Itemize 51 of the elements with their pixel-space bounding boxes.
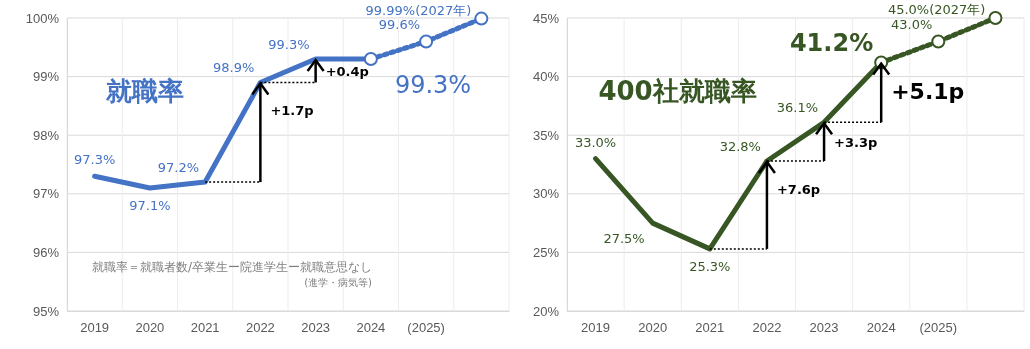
x-tick-label: (2025) <box>919 320 958 336</box>
data-label: 45.0%(2027年) <box>887 2 986 17</box>
y-tick-label: 100% <box>25 10 60 26</box>
annotation: (進学・病気等) <box>304 277 373 288</box>
y-tick-label: 99% <box>32 69 60 85</box>
data-label: 99.3% <box>268 37 310 53</box>
y-tick-label: 30% <box>532 186 560 202</box>
text: 就職率 <box>104 76 184 107</box>
x-tick-label: 2021 <box>695 320 725 336</box>
x-tick-label: 2022 <box>752 320 782 336</box>
annotation: 就職率＝就職者数/卒業生ー院進学生ー就職意思なし <box>92 260 373 274</box>
y-tick-label: 25% <box>532 245 560 261</box>
x-tick-label: 2020 <box>135 320 165 336</box>
data-label: 99.99%(2027年) <box>365 2 472 18</box>
y-tick-label: 98% <box>32 127 60 143</box>
data-label: 98.9% <box>213 60 255 76</box>
y-tick-label: 45% <box>532 10 560 26</box>
x-tick-label: 2020 <box>638 320 668 336</box>
data-label: 36.1% <box>776 100 819 116</box>
annotation: +1.7p <box>270 103 314 119</box>
data-label: 27.5% <box>603 231 645 247</box>
data-label: 97.2% <box>157 160 200 176</box>
data-label: 97.1% <box>129 197 171 213</box>
data-label: 43.0% <box>891 17 933 33</box>
data-label: 25.3% <box>689 258 731 274</box>
annotation: +3.3p <box>834 134 878 150</box>
data-label: 99.6% <box>378 17 421 33</box>
y-tick-label: 20% <box>532 303 560 319</box>
data-label: 32.8% <box>719 138 761 154</box>
y-tick-label: 95% <box>32 303 60 319</box>
x-tick-label: 2023 <box>809 320 839 336</box>
x-tick-label: 2019 <box>581 320 611 336</box>
x-tick-label: 2024 <box>866 320 896 336</box>
data-label: 33.0% <box>574 134 617 150</box>
annotation: +5.1p <box>891 78 965 104</box>
x-tick-label: 2022 <box>245 320 275 336</box>
x-tick-label: 2024 <box>356 320 386 336</box>
text: 400社就職率 <box>598 76 757 107</box>
y-tick-label: 40% <box>532 69 560 85</box>
data-label: 99.3% <box>394 71 472 100</box>
x-tick-label: 2019 <box>80 320 110 336</box>
x-tick-label: 2021 <box>190 320 220 336</box>
y-tick-label: 35% <box>532 127 560 143</box>
x-tick-label: (2025) <box>407 320 445 336</box>
y-tick-label: 96% <box>32 245 60 261</box>
x-tick-label: 2023 <box>301 320 331 336</box>
data-label: 41.2% <box>789 28 874 57</box>
y-tick-label: 97% <box>32 186 60 202</box>
annotation: +7.6p <box>776 181 821 197</box>
data-label: 97.3% <box>73 152 116 168</box>
annotation: +0.4p <box>325 63 369 79</box>
